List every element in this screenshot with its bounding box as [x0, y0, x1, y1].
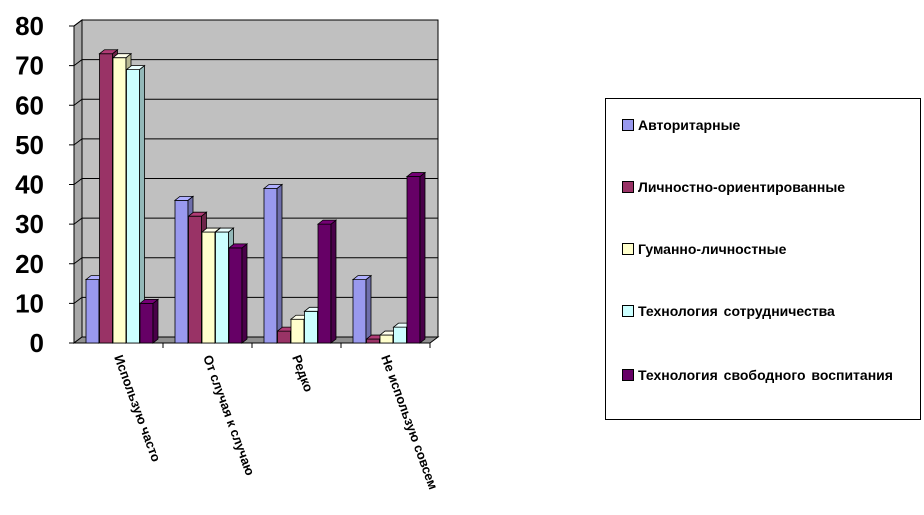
- bar-side: [276, 183, 283, 344]
- legend-item: Технология свободного воспитания: [622, 365, 908, 385]
- bar: [262, 183, 284, 344]
- gridline: [73, 178, 438, 185]
- y-tick-label: 40: [15, 170, 44, 200]
- legend-item: Авторитарные: [622, 115, 908, 135]
- y-tick-label: 60: [15, 90, 44, 120]
- bar-top: [405, 172, 427, 177]
- bar-front: [139, 302, 154, 344]
- bar-top: [187, 211, 208, 217]
- gridline: [73, 217, 438, 225]
- bar-front: [352, 279, 367, 344]
- bar-front: [228, 247, 243, 344]
- bar-front: [379, 334, 394, 344]
- bar-front: [277, 330, 291, 344]
- y-axis-ticks: 0 10 20 30 40 50 60 70 80: [15, 11, 430, 358]
- bar: [138, 298, 160, 344]
- legend: Авторитарные Личностно-ориентированные Гум…: [605, 98, 921, 420]
- bar-side: [241, 243, 248, 344]
- bar-top: [227, 243, 249, 249]
- y-tick-label: 0: [30, 328, 44, 358]
- bar-top: [316, 219, 338, 225]
- bar-front: [188, 215, 202, 344]
- bar-front: [85, 279, 100, 344]
- gridline: [73, 98, 438, 106]
- bars: [84, 48, 427, 344]
- bar: [316, 219, 338, 344]
- gridline: [73, 59, 438, 67]
- bar-front: [99, 53, 113, 344]
- y-tick-label: 10: [15, 288, 44, 318]
- bar-side: [152, 298, 159, 344]
- bar-front: [304, 310, 318, 344]
- bar-front: [201, 231, 216, 344]
- bar-front: [406, 176, 421, 344]
- bar-side: [365, 274, 372, 344]
- legend-item: Гуманно-личностные: [622, 239, 908, 259]
- legend-label: Технология сотрудничества: [638, 303, 835, 319]
- bar: [351, 274, 373, 344]
- bar-front: [112, 57, 127, 344]
- y-tick-label: 70: [15, 51, 44, 81]
- legend-swatch: [622, 119, 634, 131]
- bar-front: [393, 326, 407, 344]
- bar: [227, 243, 249, 344]
- gridlines: [73, 19, 438, 304]
- legend-label: Личностно-ориентированные: [638, 179, 846, 195]
- legend-swatch: [622, 181, 634, 193]
- x-tick-label: Редко: [289, 353, 316, 394]
- bar-front: [263, 188, 278, 344]
- legend-label: Технология свободного воспитания: [638, 367, 893, 383]
- legend-item: Технология сотрудничества: [622, 301, 908, 321]
- bar-top: [138, 298, 160, 304]
- bar-top: [173, 195, 195, 201]
- bar-side: [419, 171, 426, 344]
- y-tick-label: 30: [15, 209, 44, 239]
- legend-swatch: [622, 305, 634, 317]
- bar-top: [111, 53, 133, 59]
- bar-front: [215, 231, 229, 344]
- bar-top: [262, 184, 284, 189]
- bar: [405, 171, 427, 344]
- bar-chart: 0 10 20 30 40 50 60 70 80 Использую часто От случ…: [15, 11, 441, 491]
- y-tick-label: 80: [15, 11, 44, 41]
- bar-top: [98, 49, 119, 55]
- legend-swatch: [622, 369, 634, 381]
- legend-label: Гуманно-личностные: [638, 241, 787, 257]
- x-tick-label: Не использую совсем: [378, 353, 441, 492]
- x-tick-label: Использую часто: [111, 353, 164, 464]
- x-axis-ticks: Использую часто От случая к случаю Редко Не…: [111, 343, 441, 491]
- legend-swatch: [622, 243, 634, 255]
- bar-side: [330, 219, 337, 344]
- bar-top: [125, 65, 146, 70]
- gridline: [73, 138, 438, 146]
- bar-top: [351, 275, 373, 281]
- bar-front: [126, 69, 140, 344]
- x-tick-label: От случая к случаю: [200, 353, 258, 478]
- y-tick-label: 50: [15, 130, 44, 160]
- bar-front: [174, 199, 189, 344]
- bar-top: [214, 227, 235, 233]
- bar-front: [317, 223, 332, 344]
- legend-label: Авторитарные: [638, 117, 741, 133]
- gridline: [73, 19, 438, 27]
- bar-front: [290, 318, 305, 344]
- bar-front: [366, 338, 380, 344]
- y-tick-label: 20: [15, 249, 44, 279]
- bar: [125, 64, 146, 344]
- legend-item: Личностно-ориентированные: [622, 177, 908, 197]
